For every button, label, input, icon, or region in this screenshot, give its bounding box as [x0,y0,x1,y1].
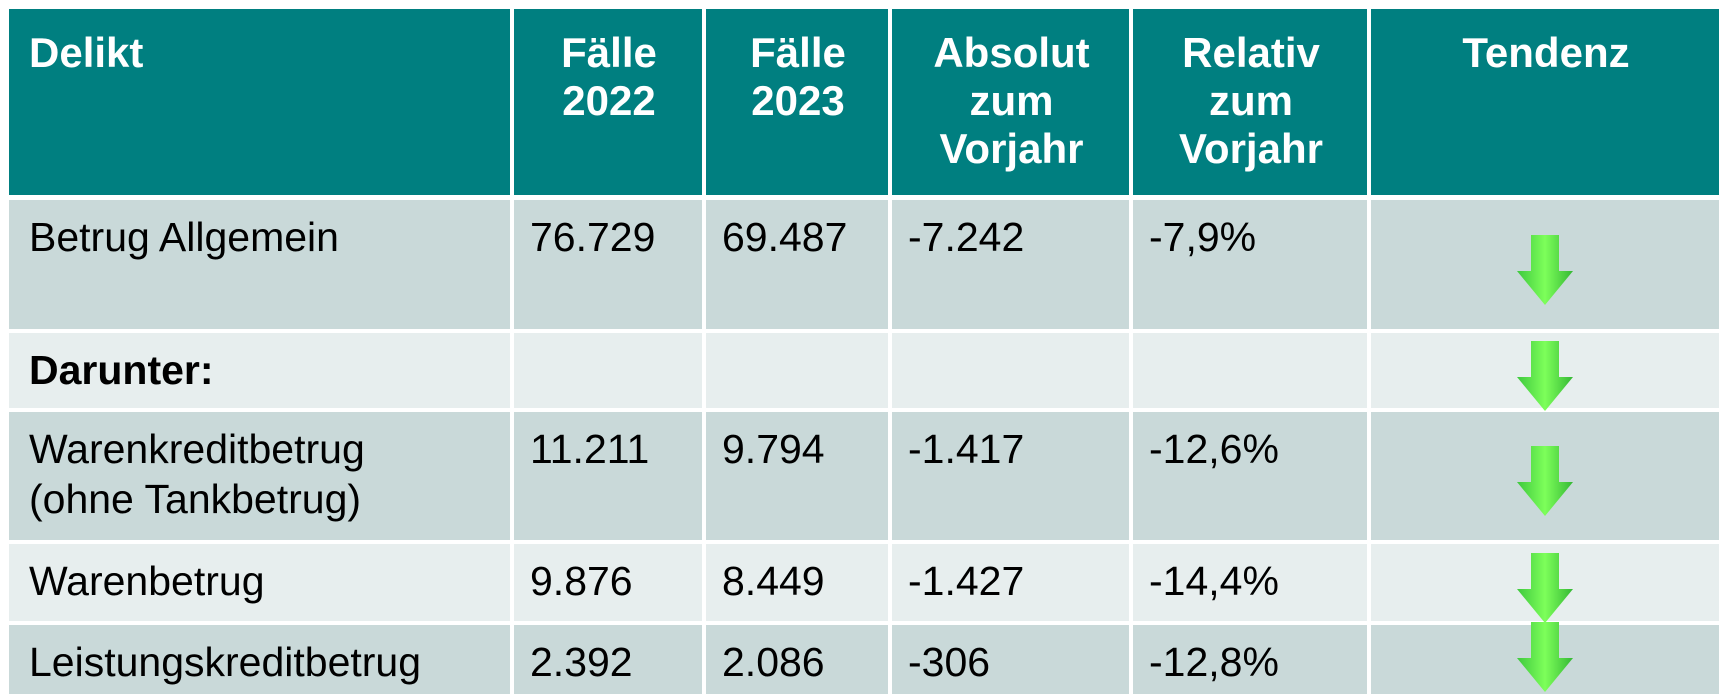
data-cell: 9.876 [514,544,702,621]
cell-value: -12,8% [1149,639,1279,685]
cell-value: 11.211 [530,426,650,472]
text-line: Warenkreditbetrug [29,426,365,472]
data-cell: -306 [892,625,1129,694]
text-line: zum [1209,77,1293,124]
trend-down-arrow [1517,446,1573,516]
cell-value: -7.242 [908,214,1025,260]
trend-down-arrow [1517,622,1573,692]
text-line: Darunter: [29,347,214,393]
row-label: Darunter: [9,333,510,408]
data-cell: 76.729 [514,200,702,329]
cell-value: 9.794 [722,426,825,472]
data-cell: -1.427 [892,544,1129,621]
data-cell: -1.417 [892,412,1129,540]
data-cell: 9.794 [706,412,888,540]
cell-value: -1.427 [908,558,1025,604]
data-cell [1133,333,1367,408]
header-cell: Absolut zum Vorjahr [892,9,1129,195]
cell-value: -12,6% [1149,426,1279,472]
data-cell: 69.487 [706,200,888,329]
text-line: Vorjahr [1179,125,1323,172]
trend-down-arrow [1517,340,1573,411]
text-line: zum [969,77,1054,124]
data-cell [706,333,888,408]
data-cell: 8.449 [706,544,888,621]
trend-down-arrow [1517,552,1573,623]
row-label: Warenkreditbetrug (ohne Tankbetrug) [9,412,510,540]
text-line: Delikt [29,29,144,76]
text-line: Warenbetrug [29,558,265,604]
data-cell: -12,6% [1133,412,1367,540]
data-cell: -14,4% [1133,544,1367,621]
data-cell: 2.086 [706,625,888,694]
row-label: Betrug Allgemein [9,200,510,329]
data-cell: 11.211 [514,412,702,540]
row-label: Leistungskreditbetrug [9,625,510,694]
cell-value: 69.487 [722,214,848,260]
row-label: Warenbetrug [9,544,510,621]
data-cell [892,333,1129,408]
trend-down-arrow [1517,234,1573,305]
data-cell: -12,8% [1133,625,1367,694]
text-line: (ohne Tankbetrug) [29,476,362,522]
cell-value: 2.086 [722,639,825,685]
text-line: 2022 [562,77,656,124]
text-line: Tendenz [1462,29,1630,76]
text-line: Betrug Allgemein [29,214,339,260]
header-cell: Fälle 2023 [706,9,888,195]
header-cell: Tendenz [1371,9,1719,195]
cell-value: -1.417 [908,426,1025,472]
text-line: Relativ [1182,29,1320,76]
header-cell: Delikt [9,9,510,195]
text-line: Vorjahr [939,125,1084,172]
data-cell [514,333,702,408]
text-line: Absolut [933,29,1090,76]
cell-value: 9.876 [530,558,633,604]
text-line: Fälle [750,29,846,76]
data-cell: -7.242 [892,200,1129,329]
text-line: Leistungskreditbetrug [29,639,422,685]
cell-value: 2.392 [530,639,633,685]
data-cell: 2.392 [514,625,702,694]
cell-value: -14,4% [1149,558,1279,604]
header-cell: Fälle 2022 [514,9,702,195]
cell-value: 8.449 [722,558,825,604]
text-line: 2023 [751,77,845,124]
header-cell: Relativ zum Vorjahr [1133,9,1367,195]
text-line: Fälle [561,29,657,76]
cell-value: -306 [908,639,991,685]
data-cell: -7,9% [1133,200,1367,329]
cell-value: 76.729 [530,214,656,260]
cell-value: -7,9% [1149,214,1257,260]
